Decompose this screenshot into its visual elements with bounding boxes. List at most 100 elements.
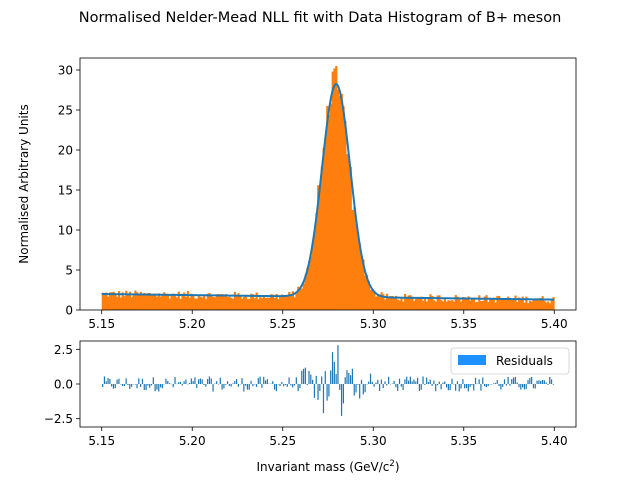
- residual-bar: [436, 384, 439, 386]
- residual-bar: [172, 384, 174, 388]
- histogram-bar: [206, 293, 209, 310]
- residual-bar: [141, 378, 144, 384]
- histogram-bar: [148, 292, 151, 310]
- residual-bar: [125, 378, 127, 384]
- histogram-bar: [324, 138, 327, 310]
- x-tick-label: 5.25: [269, 317, 296, 331]
- residual-bar: [194, 377, 196, 384]
- histogram-bar: [442, 301, 445, 310]
- residual-bar: [301, 370, 303, 384]
- residual-bar: [201, 379, 203, 384]
- residual-bar: [460, 384, 462, 389]
- residual-bar: [540, 380, 542, 384]
- histogram-bar: [434, 301, 437, 310]
- histogram-bar: [255, 292, 258, 310]
- histogram-bar: [465, 298, 468, 310]
- histogram-bar: [181, 293, 184, 310]
- residual-bar: [465, 384, 468, 389]
- residual-bar: [482, 377, 484, 384]
- residual-bar: [243, 384, 245, 392]
- x-tick-label: 5.40: [541, 317, 568, 331]
- histogram-bar: [355, 223, 358, 310]
- histogram-bar: [427, 298, 430, 310]
- histogram-bar: [545, 302, 548, 310]
- histogram-bar: [174, 295, 177, 310]
- histogram-bar: [469, 300, 472, 310]
- residual-bar: [156, 384, 158, 390]
- main-plot: 5.15 5.20 5.25 5.30 5.35 5.40 0 5 10 15 20 25 30 No…: [17, 57, 577, 331]
- histogram-bar: [451, 300, 454, 310]
- residual-bar: [431, 384, 433, 386]
- histogram-bar: [244, 294, 247, 310]
- histogram-bar: [480, 301, 483, 310]
- histogram-bar: [190, 293, 193, 310]
- histogram-bar: [496, 295, 499, 310]
- y-tick-label: 15: [58, 184, 73, 198]
- histogram-bar: [315, 212, 318, 310]
- residual-bar: [462, 379, 464, 384]
- histogram-bar: [505, 299, 508, 310]
- x-tick-label: 5.25: [269, 434, 296, 448]
- residual-bar: [373, 384, 375, 387]
- histogram-bar: [291, 291, 294, 310]
- histogram-bar: [413, 300, 416, 310]
- residual-bar: [208, 376, 211, 384]
- histogram-bar: [367, 281, 370, 310]
- histogram-bar: [532, 300, 535, 310]
- residual-bar: [302, 368, 305, 384]
- histogram-bar: [541, 296, 544, 310]
- histogram-bar: [331, 71, 334, 310]
- histogram-bar: [262, 295, 265, 310]
- histogram-bar: [463, 297, 466, 310]
- histogram-bar: [452, 301, 456, 310]
- histogram-bar: [550, 299, 553, 310]
- residual-bar: [514, 376, 516, 384]
- histogram-bar: [528, 300, 532, 310]
- histogram-bar: [534, 299, 537, 310]
- residual-bar: [377, 379, 379, 384]
- residual-bar: [424, 384, 426, 385]
- histogram-bar: [472, 299, 475, 310]
- histogram-bar: [156, 296, 159, 310]
- residual-bar: [456, 381, 459, 384]
- histogram-bar: [228, 296, 231, 310]
- residual-bar: [512, 377, 515, 384]
- histogram-bar: [203, 296, 206, 310]
- histogram-bar: [487, 302, 490, 310]
- residual-bar: [152, 377, 154, 384]
- histogram-bar: [271, 294, 275, 310]
- residual-bar: [382, 384, 384, 389]
- histogram-bar: [373, 290, 376, 310]
- residual-bar: [407, 380, 410, 384]
- histogram-bar: [387, 297, 390, 310]
- residual-bar: [136, 384, 138, 389]
- residual-bar: [413, 379, 415, 384]
- histogram-bar: [536, 300, 539, 310]
- residual-bar: [351, 368, 354, 384]
- histogram-bar: [201, 297, 204, 310]
- histogram-bar: [329, 103, 332, 311]
- residual-bar: [393, 380, 395, 384]
- residual-bar: [478, 379, 480, 384]
- residual-bar: [306, 384, 308, 386]
- residual-bar: [310, 374, 312, 384]
- histogram-bar: [481, 300, 485, 310]
- histogram-bar: [394, 295, 398, 310]
- histogram-bars: [101, 66, 555, 311]
- histogram-bar: [108, 292, 112, 310]
- residual-bar: [438, 381, 440, 384]
- histogram-bar: [510, 299, 513, 310]
- residual-bar: [281, 382, 283, 384]
- residual-plot: 5.15 5.20 5.25 5.30 5.35 5.40 2.5 0.0 −2.5 Resi…: [44, 340, 577, 474]
- residual-bar: [525, 384, 527, 390]
- residual-bar: [398, 378, 401, 384]
- histogram-bar: [233, 291, 237, 310]
- histogram-bar: [161, 295, 164, 310]
- residual-bar: [293, 384, 296, 386]
- residual-bar: [210, 378, 212, 384]
- histogram-bar: [382, 294, 385, 310]
- histogram-bar: [302, 283, 305, 310]
- residual-bar: [288, 377, 290, 384]
- residual-bar: [103, 376, 106, 384]
- residual-bar: [447, 384, 449, 391]
